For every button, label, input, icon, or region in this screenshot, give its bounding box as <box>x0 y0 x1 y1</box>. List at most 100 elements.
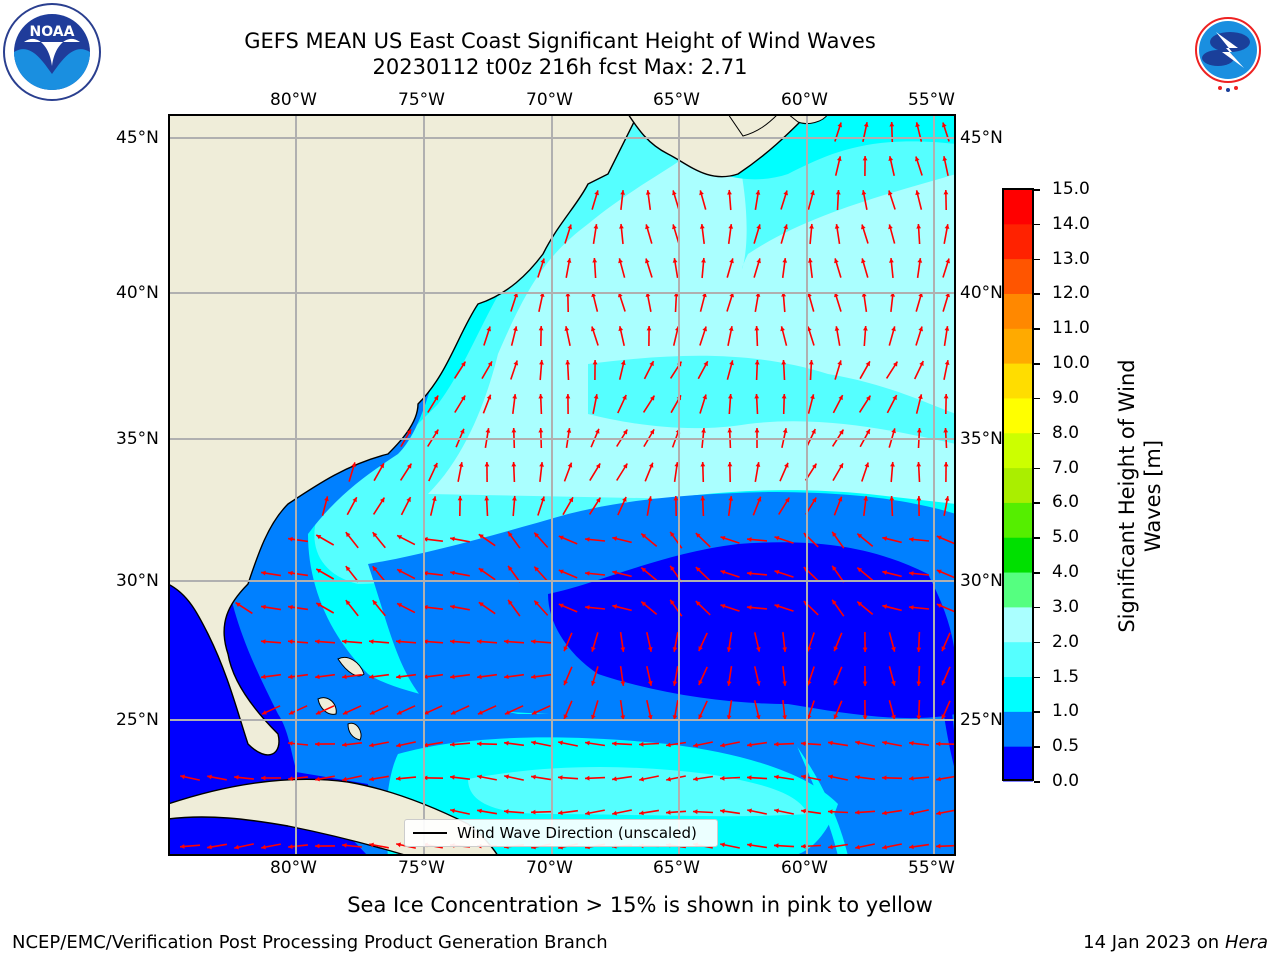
wave-arrow-head <box>747 537 752 542</box>
colorbar-segment <box>1003 293 1033 329</box>
wave-arrow-head <box>943 428 949 433</box>
wave-arrow-head <box>941 680 946 686</box>
wave-arrow-head <box>807 714 812 720</box>
wave-arrow-head <box>944 326 950 331</box>
lon-label-bottom: 55°W <box>908 858 955 878</box>
wave-arrow-head <box>936 535 942 540</box>
wave-arrow-head <box>774 536 780 541</box>
wave-arrow-head <box>484 462 490 467</box>
wave-arrow-head <box>891 428 896 434</box>
wave-arrow-head <box>728 326 734 331</box>
wave-arrow-head <box>558 603 564 608</box>
colorbar-tick-mark <box>1034 502 1040 504</box>
colorbar-label-line1: Significant Height of Wind <box>1115 359 1139 633</box>
wave-arrow-head <box>641 567 647 573</box>
wave-arrow-head <box>594 190 599 196</box>
wave-arrow-head <box>807 326 812 332</box>
wave-arrow-head <box>701 258 706 263</box>
wave-arrow-head <box>673 292 679 297</box>
wave-arrow-head <box>648 462 654 468</box>
wave-arrow-head <box>513 326 518 332</box>
wave-arrow-head <box>207 844 212 850</box>
wave-arrow-head <box>538 326 544 331</box>
wave-arrow-head <box>670 599 675 605</box>
lon-label-bottom: 60°W <box>781 858 828 878</box>
wave-arrow-head <box>720 742 725 748</box>
wave-arrow-head <box>832 531 837 537</box>
wave-arrow-head <box>288 604 293 610</box>
wave-arrow-head <box>857 567 863 573</box>
wave-arrow-head <box>345 600 351 606</box>
wave-arrow-head <box>458 462 464 467</box>
wave-arrow-head <box>943 394 949 399</box>
wave-arrow-head <box>780 326 785 332</box>
wave-arrow-head <box>538 428 544 433</box>
wave-arrow-head <box>728 394 733 399</box>
wave-arrow-head <box>861 258 866 264</box>
wave-arrow-head <box>828 809 833 815</box>
wave-arrow-head <box>863 326 868 331</box>
wave-arrow-head <box>862 681 868 686</box>
wave-arrow-head <box>837 496 843 502</box>
wave-arrow-head <box>812 463 817 469</box>
wave-arrow-head <box>695 601 701 606</box>
wave-arrow-head <box>477 741 482 747</box>
wave-arrow-head <box>833 646 839 652</box>
colorbar-tick-mark <box>1034 467 1040 470</box>
wave-arrow-head <box>728 224 734 229</box>
wave-arrow-head <box>754 326 760 331</box>
wave-arrow-head <box>936 843 941 849</box>
wave-arrow-head <box>558 569 564 574</box>
wave-arrow-head <box>531 740 536 746</box>
wave-arrow-head <box>423 742 428 748</box>
lat-label-left: 25°N <box>116 710 159 730</box>
wave-arrow-head <box>534 532 539 538</box>
wave-arrow-head <box>811 497 817 503</box>
wave-arrow-head <box>591 714 596 720</box>
wave-arrow-head <box>540 496 545 502</box>
wave-arrow-head <box>918 394 923 400</box>
wave-arrow-head <box>342 639 347 644</box>
wave-arrow-head <box>936 776 941 782</box>
lat-label-right: 40°N <box>960 283 1003 303</box>
wave-arrow-head <box>450 604 455 610</box>
colorbar-segment <box>1003 606 1033 643</box>
wave-arrow-head <box>612 741 617 747</box>
wave-arrow-head <box>882 775 887 781</box>
wave-arrow-head <box>828 740 833 746</box>
colorbar-tick-label: 0.0 <box>1052 771 1080 791</box>
wave-arrow-head <box>234 775 239 780</box>
wave-arrow-head <box>592 258 598 263</box>
wave-arrow-head <box>890 462 895 467</box>
lon-label-top: 65°W <box>653 90 700 110</box>
wave-arrow-head <box>915 156 920 162</box>
wave-arrow-head <box>649 429 655 435</box>
wave-arrow-head <box>288 570 293 576</box>
colorbar-segment <box>1003 711 1033 747</box>
colorbar-tick-mark <box>1034 363 1040 365</box>
wave-arrow-head <box>784 462 789 468</box>
wave-arrow-head <box>727 462 733 467</box>
wave-arrow-head <box>460 428 465 434</box>
wave-arrow-head <box>620 681 626 686</box>
wave-arrow-head <box>538 394 544 399</box>
wave-arrow-head <box>539 360 544 365</box>
wave-arrow-head <box>942 122 947 128</box>
wave-arrow-head <box>670 531 675 537</box>
wave-arrow-head <box>478 568 484 573</box>
colorbar-segment <box>1003 328 1033 364</box>
colorbar-segment <box>1003 502 1033 538</box>
sea-ice-note: Sea Ice Concentration > 15% is shown in … <box>347 893 933 917</box>
wave-arrow-head <box>641 601 647 607</box>
wave-arrow-head <box>835 190 841 195</box>
wave-arrow-head <box>315 674 320 680</box>
lon-label-top: 55°W <box>908 90 955 110</box>
wave-arrow-head <box>567 462 573 468</box>
wave-arrow-head <box>647 496 653 501</box>
wave-arrow-head <box>832 565 837 571</box>
wave-arrow-head <box>369 742 374 748</box>
wave-arrow-head <box>567 224 572 230</box>
wave-arrow-head <box>862 715 868 720</box>
wave-arrow-head <box>315 710 321 715</box>
wave-arrow-head <box>261 674 266 680</box>
